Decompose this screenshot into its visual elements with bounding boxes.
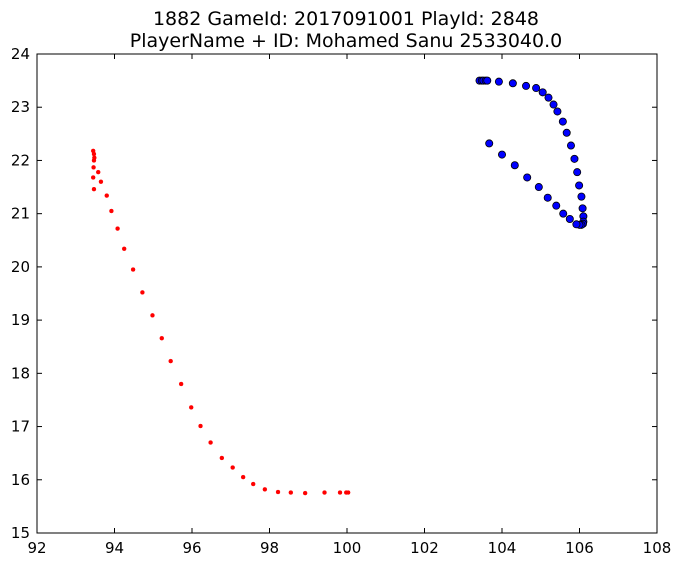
x-tick-label: 100 [333,539,362,557]
data-point [168,358,173,364]
data-point [508,79,517,88]
x-tick-label: 104 [488,539,517,557]
data-point [178,381,184,387]
data-point [91,158,97,163]
data-point [483,76,492,85]
data-point [485,139,494,148]
data-point [96,169,101,175]
y-tick-label: 20 [11,258,30,276]
data-point [572,220,581,229]
data-point [121,246,127,251]
chart-title-line-2: PlayerName + ID: Mohamed Sanu 2533040.0 [130,30,562,52]
y-tick-label: 19 [11,311,30,329]
data-point [553,107,562,116]
data-point [90,175,96,180]
data-point [337,490,343,495]
data-point [91,151,97,157]
data-point [559,209,568,218]
data-point [497,150,506,159]
data-point [208,440,213,445]
data-point [522,81,531,90]
y-tick-label: 16 [11,471,30,489]
data-point [322,490,327,495]
data-point [578,204,587,213]
y-tick-label: 22 [11,151,30,169]
data-point [558,117,567,126]
data-point [543,193,552,202]
data-point [262,487,268,492]
data-point [573,168,582,177]
data-point [230,465,235,470]
data-point [240,474,246,480]
y-tick-label: 15 [11,524,30,542]
data-point [104,193,109,198]
data-point [510,161,519,170]
x-tick-label: 92 [27,539,46,557]
x-tick-label: 106 [565,539,594,557]
data-point [549,100,558,109]
data-point [150,313,155,318]
series-1 [475,76,588,229]
data-point [577,192,586,201]
data-point [552,201,561,210]
y-tick-label: 18 [11,364,30,382]
data-point [538,88,547,97]
x-tick-label: 98 [260,539,279,557]
y-tick-label: 21 [11,205,30,223]
data-point [130,267,136,272]
data-point [91,186,97,192]
series-0 [90,148,351,496]
data-point [288,490,294,495]
y-tick-label: 24 [11,45,30,63]
y-tick-label: 17 [11,418,30,436]
data-point [115,226,120,231]
data-point [575,181,584,190]
x-tick-label: 94 [105,539,124,557]
data-point [565,214,574,223]
data-point [570,154,579,163]
data-point [98,179,104,184]
data-point [494,77,503,86]
data-point [219,455,225,461]
data-point [275,489,281,495]
data-point [159,336,164,341]
data-point [302,490,308,496]
x-tick-label: 102 [410,539,439,557]
x-tick-label: 96 [182,539,201,557]
y-tick-label: 23 [11,98,30,116]
data-point [198,423,203,429]
plot-frame [36,53,658,534]
x-tick-label: 108 [643,539,672,557]
data-point [91,165,96,170]
axis-ticks: 92 94 96 98 100 102 104 106 108 15 16 17 18 19 20 21 22 2… [11,45,671,557]
data-point [345,490,351,495]
data-point [566,141,575,150]
plot-marks [90,76,588,496]
data-point [562,128,571,137]
data-point [251,481,256,487]
data-point [532,84,541,93]
data-point [544,93,553,102]
data-point [109,208,114,214]
data-point [140,290,145,295]
chart-title-line-1: 1882 GameId: 2017091001 PlayId: 2848 [153,8,539,30]
data-point [523,173,532,182]
data-point [189,405,194,410]
data-point [534,183,543,192]
